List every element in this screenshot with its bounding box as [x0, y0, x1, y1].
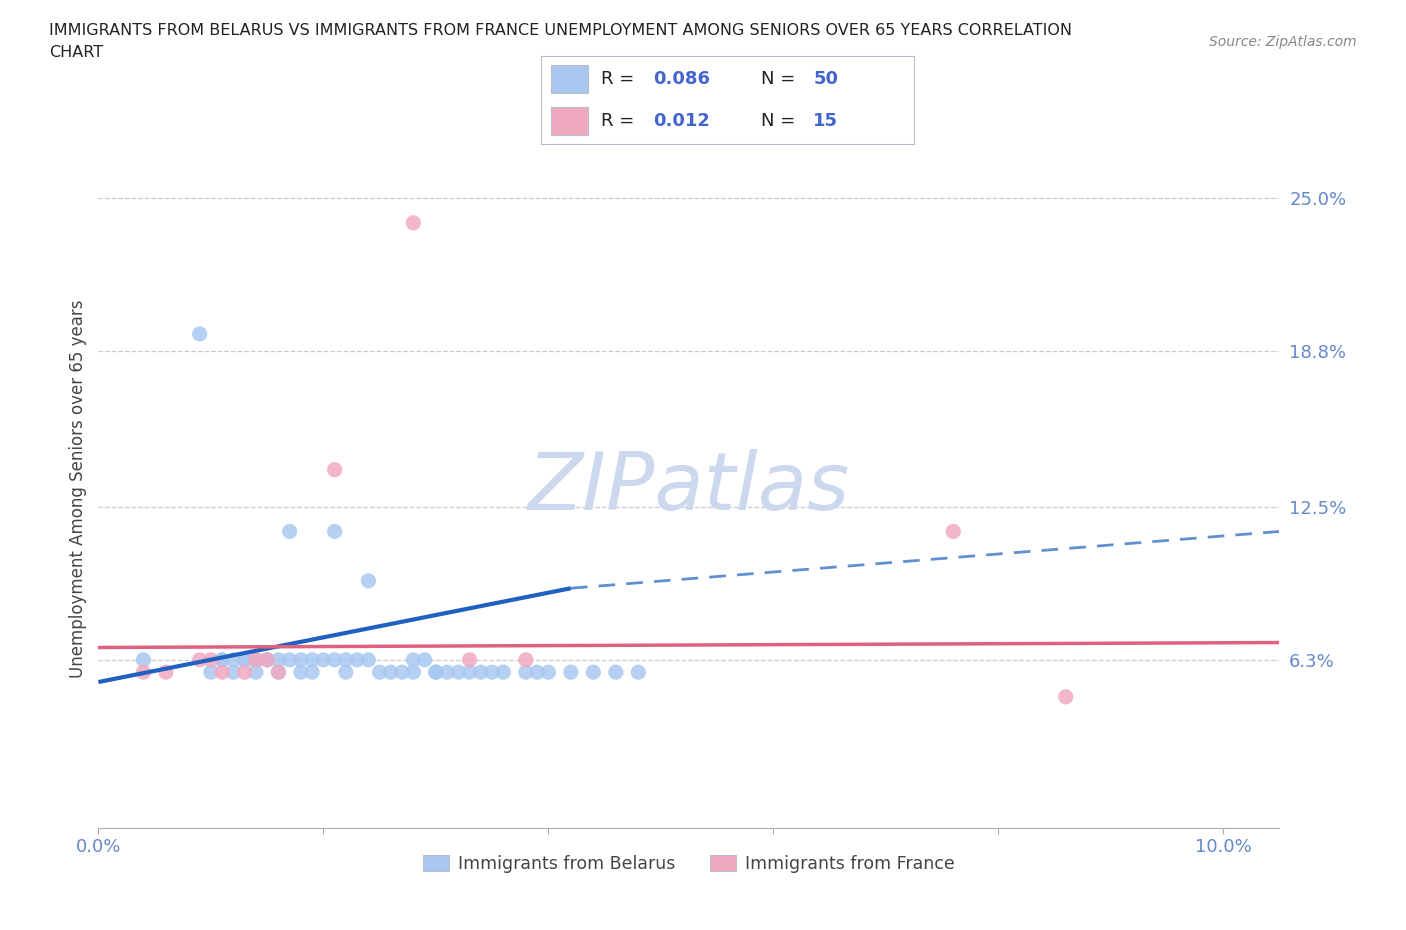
- Point: [132, 665, 155, 680]
- Point: [335, 665, 357, 680]
- Point: [515, 652, 537, 667]
- Point: [256, 652, 278, 667]
- Bar: [551, 65, 588, 93]
- Point: [200, 665, 222, 680]
- Point: [492, 665, 515, 680]
- Point: [368, 665, 391, 680]
- Point: [256, 652, 278, 667]
- Point: [267, 665, 290, 680]
- Point: [560, 665, 582, 680]
- Point: [222, 652, 245, 667]
- Text: IMMIGRANTS FROM BELARUS VS IMMIGRANTS FROM FRANCE UNEMPLOYMENT AMONG SENIORS OVE: IMMIGRANTS FROM BELARUS VS IMMIGRANTS FR…: [49, 23, 1073, 38]
- Point: [233, 665, 256, 680]
- Point: [458, 652, 481, 667]
- Point: [413, 652, 436, 667]
- Text: N =: N =: [761, 113, 796, 130]
- Point: [402, 665, 425, 680]
- Point: [278, 524, 301, 538]
- Point: [425, 665, 447, 680]
- Point: [245, 652, 267, 667]
- Point: [391, 665, 413, 680]
- Point: [155, 665, 177, 680]
- Point: [357, 652, 380, 667]
- Point: [1054, 689, 1077, 704]
- Point: [290, 665, 312, 680]
- Point: [323, 524, 346, 538]
- Point: [233, 652, 256, 667]
- Point: [447, 665, 470, 680]
- Point: [346, 652, 368, 667]
- Point: [458, 665, 481, 680]
- Point: [380, 665, 402, 680]
- Point: [470, 665, 492, 680]
- Text: 15: 15: [813, 113, 838, 130]
- Point: [222, 665, 245, 680]
- Point: [245, 665, 267, 680]
- Point: [301, 652, 323, 667]
- Text: R =: R =: [600, 113, 634, 130]
- Point: [290, 652, 312, 667]
- Point: [200, 652, 222, 667]
- Text: R =: R =: [600, 70, 634, 87]
- Point: [357, 574, 380, 589]
- Point: [132, 652, 155, 667]
- Text: N =: N =: [761, 70, 796, 87]
- Point: [436, 665, 458, 680]
- Text: 0.012: 0.012: [652, 113, 710, 130]
- Point: [323, 652, 346, 667]
- Point: [605, 665, 627, 680]
- Point: [188, 326, 211, 341]
- Point: [233, 652, 256, 667]
- Point: [301, 665, 323, 680]
- Point: [211, 652, 233, 667]
- Point: [245, 652, 267, 667]
- Point: [425, 665, 447, 680]
- Point: [211, 652, 233, 667]
- Point: [582, 665, 605, 680]
- Text: Source: ZipAtlas.com: Source: ZipAtlas.com: [1209, 35, 1357, 49]
- Legend: Immigrants from Belarus, Immigrants from France: Immigrants from Belarus, Immigrants from…: [416, 848, 962, 880]
- Point: [942, 524, 965, 538]
- Point: [335, 652, 357, 667]
- Text: 0.086: 0.086: [652, 70, 710, 87]
- Point: [627, 665, 650, 680]
- Point: [323, 462, 346, 477]
- Point: [267, 652, 290, 667]
- Text: 50: 50: [813, 70, 838, 87]
- Point: [402, 652, 425, 667]
- Point: [267, 665, 290, 680]
- Point: [537, 665, 560, 680]
- Point: [515, 665, 537, 680]
- Point: [402, 216, 425, 231]
- Point: [526, 665, 548, 680]
- Point: [256, 652, 278, 667]
- Point: [312, 652, 335, 667]
- Point: [481, 665, 503, 680]
- Text: ZIPatlas: ZIPatlas: [527, 449, 851, 527]
- Point: [278, 652, 301, 667]
- Point: [211, 665, 233, 680]
- Text: CHART: CHART: [49, 45, 103, 60]
- Point: [188, 652, 211, 667]
- Bar: [551, 107, 588, 136]
- Y-axis label: Unemployment Among Seniors over 65 years: Unemployment Among Seniors over 65 years: [69, 299, 87, 677]
